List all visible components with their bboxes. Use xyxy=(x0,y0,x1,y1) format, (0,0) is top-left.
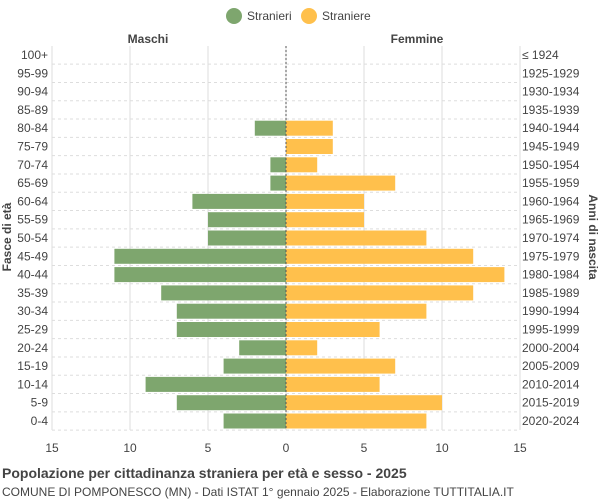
bar-stranieri-45-49 xyxy=(114,248,287,264)
legend-label-stranieri: Stranieri xyxy=(247,9,292,23)
birth-year-label: 1985-1989 xyxy=(522,286,580,300)
bar-stranieri-50-54 xyxy=(208,230,286,246)
bar-straniere-75-79 xyxy=(286,139,333,154)
birth-year-label: 2005-2009 xyxy=(522,359,580,373)
x-tick-label: 5 xyxy=(361,441,368,455)
bar-stranieri-5-9 xyxy=(176,395,286,411)
age-group-label: 85-89 xyxy=(17,103,48,117)
x-tick-label: 15 xyxy=(513,441,527,455)
legend-swatch-straniere xyxy=(301,8,317,24)
age-group-label: 55-59 xyxy=(17,213,48,227)
bar-stranieri-0-4 xyxy=(223,413,286,429)
birth-year-label: 2010-2014 xyxy=(522,377,580,391)
bar-straniere-55-59 xyxy=(286,212,364,228)
x-tick-label: 10 xyxy=(123,441,137,455)
bar-straniere-20-24 xyxy=(286,340,318,356)
age-group-label: 40-44 xyxy=(17,268,48,282)
bar-straniere-25-29 xyxy=(286,322,380,337)
birth-year-label: 2015-2019 xyxy=(522,396,580,410)
x-tick-label: 0 xyxy=(283,441,290,455)
legend: Stranieri Straniere xyxy=(226,8,371,24)
bar-straniere-35-39 xyxy=(286,285,474,301)
bar-straniere-80-84 xyxy=(286,120,333,136)
bar-stranieri-70-74 xyxy=(270,157,286,173)
bar-stranieri-25-29 xyxy=(176,322,286,337)
y-axis-label-left: Fasce di età xyxy=(0,202,14,271)
bar-stranieri-35-39 xyxy=(161,285,286,301)
age-group-label: 35-39 xyxy=(17,286,48,300)
age-group-label: 15-19 xyxy=(17,359,48,373)
bar-stranieri-30-34 xyxy=(176,303,286,319)
age-group-label: 60-64 xyxy=(17,194,48,208)
bar-stranieri-20-24 xyxy=(239,340,286,356)
age-group-label: 10-14 xyxy=(17,377,48,391)
birth-year-label: 1980-1984 xyxy=(522,268,580,282)
legend-label-straniere: Straniere xyxy=(322,9,371,23)
right-header: Femmine xyxy=(391,32,444,46)
birth-year-label: ≤ 1924 xyxy=(522,48,559,62)
bar-straniere-30-34 xyxy=(286,303,427,319)
age-group-label: 65-69 xyxy=(17,176,48,190)
chart-subtitle: COMUNE DI POMPONESCO (MN) - Dati ISTAT 1… xyxy=(2,485,514,499)
bar-stranieri-60-64 xyxy=(192,193,286,209)
age-group-label: 30-34 xyxy=(17,304,48,318)
bar-straniere-10-14 xyxy=(286,376,380,392)
bar-straniere-15-19 xyxy=(286,358,396,374)
bar-straniere-40-44 xyxy=(286,267,505,283)
age-group-label: 100+ xyxy=(21,48,48,62)
bar-stranieri-10-14 xyxy=(145,376,286,392)
age-group-label: 95-99 xyxy=(17,66,48,80)
age-group-label: 70-74 xyxy=(17,158,48,172)
bar-stranieri-80-84 xyxy=(254,120,286,136)
bar-straniere-70-74 xyxy=(286,157,318,173)
legend-swatch-stranieri xyxy=(226,8,242,24)
x-tick-label: 10 xyxy=(435,441,449,455)
x-tick-label: 5 xyxy=(205,441,212,455)
age-group-label: 90-94 xyxy=(17,85,48,99)
y-axis-label-right: Anni di nascita xyxy=(586,194,600,280)
birth-year-label: 1940-1944 xyxy=(522,121,580,135)
bar-straniere-5-9 xyxy=(286,395,442,411)
age-group-label: 45-49 xyxy=(17,249,48,263)
age-group-label: 20-24 xyxy=(17,341,48,355)
birth-year-label: 1955-1959 xyxy=(522,176,580,190)
bar-stranieri-40-44 xyxy=(114,267,287,283)
bar-straniere-60-64 xyxy=(286,193,364,209)
bar-stranieri-15-19 xyxy=(223,358,286,374)
birth-year-label: 1970-1974 xyxy=(522,231,580,245)
birth-year-label: 2020-2024 xyxy=(522,414,580,428)
birth-year-label: 1945-1949 xyxy=(522,140,580,154)
x-tick-label: 15 xyxy=(45,441,59,455)
age-group-label: 80-84 xyxy=(17,121,48,135)
birth-year-label: 1960-1964 xyxy=(522,194,580,208)
bar-straniere-0-4 xyxy=(286,413,427,429)
age-group-label: 75-79 xyxy=(17,140,48,154)
bar-straniere-65-69 xyxy=(286,175,396,191)
bar-straniere-45-49 xyxy=(286,248,474,264)
age-group-label: 50-54 xyxy=(17,231,48,245)
birth-year-label: 2000-2004 xyxy=(522,341,580,355)
age-group-label: 5-9 xyxy=(31,396,49,410)
age-group-label: 25-29 xyxy=(17,323,48,337)
age-group-label: 0-4 xyxy=(31,414,49,428)
birth-year-label: 1950-1954 xyxy=(522,158,580,172)
birth-year-label: 1965-1969 xyxy=(522,213,580,227)
birth-year-label: 1935-1939 xyxy=(522,103,580,117)
birth-year-label: 1995-1999 xyxy=(522,323,580,337)
birth-year-label: 1925-1929 xyxy=(522,66,580,80)
bar-stranieri-65-69 xyxy=(270,175,286,191)
birth-year-label: 1930-1934 xyxy=(522,85,580,99)
left-header: Maschi xyxy=(128,32,169,46)
bar-stranieri-55-59 xyxy=(208,212,286,228)
birth-year-label: 1975-1979 xyxy=(522,249,580,263)
bar-straniere-50-54 xyxy=(286,230,427,246)
birth-year-label: 1990-1994 xyxy=(522,304,580,318)
chart-title: Popolazione per cittadinanza straniera p… xyxy=(2,465,407,481)
